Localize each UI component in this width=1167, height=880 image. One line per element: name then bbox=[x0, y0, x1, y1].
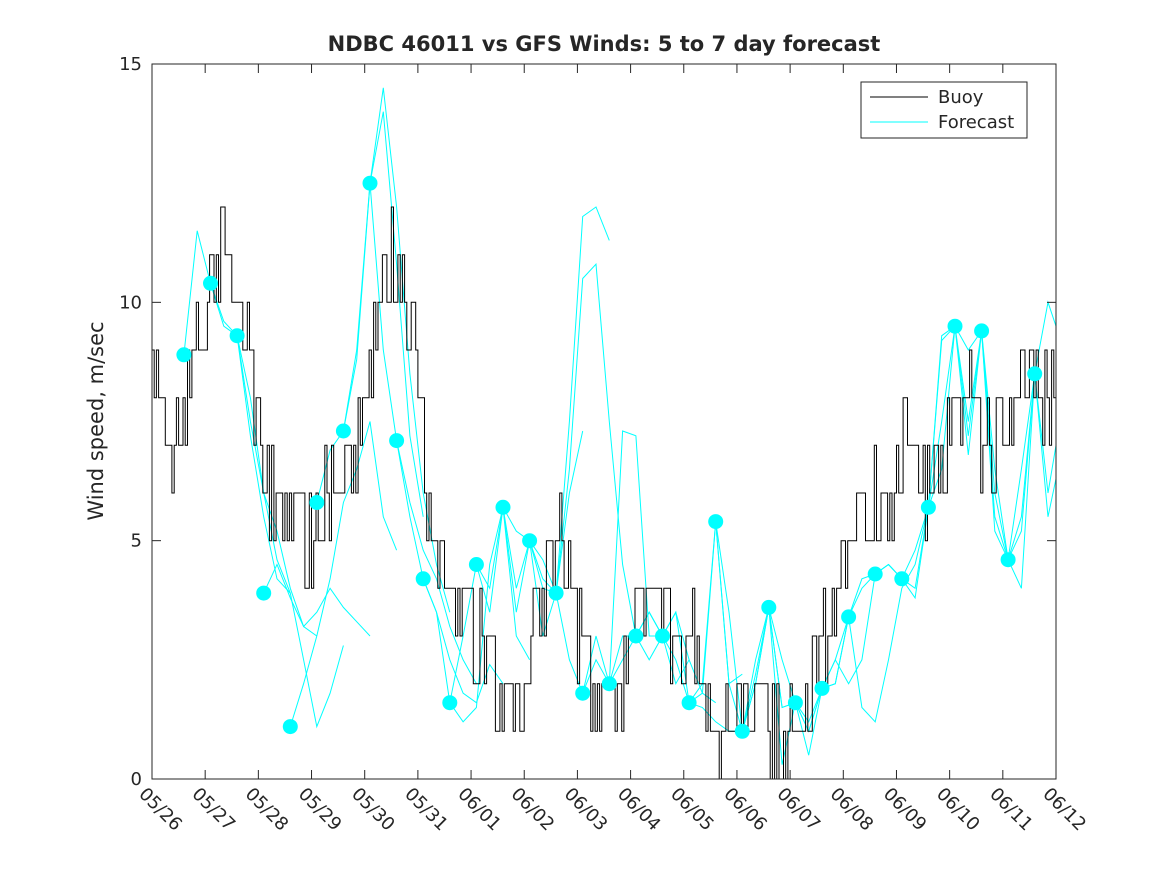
forecast-marker bbox=[894, 571, 910, 587]
forecast-marker bbox=[867, 566, 883, 582]
forecast-marker bbox=[814, 680, 830, 696]
legend-box bbox=[860, 81, 1028, 139]
forecast-line-9 bbox=[396, 440, 504, 704]
forecast-marker bbox=[628, 628, 644, 644]
y-tick-label: 5 bbox=[131, 531, 142, 552]
legend-buoy-label: Buoy bbox=[938, 87, 984, 108]
y-axis-label: Wind speed, m/sec bbox=[84, 321, 108, 520]
forecast-marker bbox=[468, 557, 484, 572]
buoy-line bbox=[152, 206, 1056, 780]
y-tick-label: 0 bbox=[131, 769, 142, 790]
forecast-marker bbox=[335, 423, 351, 439]
forecast-marker bbox=[442, 695, 458, 711]
plot-area bbox=[152, 87, 1057, 780]
forecast-marker bbox=[655, 628, 670, 644]
forecast-marker bbox=[681, 695, 697, 711]
legend-forecast-label: Forecast bbox=[938, 112, 1014, 133]
forecast-marker bbox=[309, 495, 325, 510]
forecast-marker bbox=[229, 328, 245, 344]
forecast-marker bbox=[787, 695, 803, 711]
forecast-marker bbox=[548, 585, 564, 601]
forecast-line-31 bbox=[981, 330, 1057, 589]
y-tick-label: 15 bbox=[119, 54, 142, 75]
legend: Buoy Forecast bbox=[860, 81, 1028, 139]
forecast-marker bbox=[1027, 366, 1043, 382]
forecast-marker bbox=[282, 719, 298, 735]
forecast-marker bbox=[203, 275, 218, 291]
forecast-marker bbox=[734, 723, 750, 739]
forecast-line-8 bbox=[369, 183, 477, 684]
forecast-marker bbox=[947, 318, 963, 334]
forecast-marker bbox=[601, 676, 617, 692]
forecast-line-25 bbox=[821, 507, 929, 723]
chart-title: NDBC 46011 vs GFS Winds: 5 to 7 day fore… bbox=[328, 32, 881, 56]
forecast-marker bbox=[522, 533, 538, 549]
axes-box bbox=[151, 63, 1057, 780]
forecast-marker bbox=[256, 585, 272, 601]
forecast-line-5 bbox=[289, 421, 398, 727]
forecast-marker bbox=[176, 347, 192, 363]
forecast-marker bbox=[389, 433, 405, 449]
forecast-marker bbox=[761, 599, 777, 615]
forecast-marker bbox=[708, 514, 724, 530]
y-tick-label: 10 bbox=[119, 292, 142, 313]
forecast-marker bbox=[362, 175, 378, 191]
forecast-marker bbox=[920, 499, 936, 515]
forecast-marker bbox=[1000, 552, 1016, 568]
forecast-marker bbox=[495, 499, 511, 515]
forecast-marker bbox=[974, 323, 990, 339]
forecast-marker bbox=[415, 571, 431, 587]
forecast-marker bbox=[841, 609, 857, 625]
forecast-line-4 bbox=[263, 563, 371, 637]
forecast-line-10 bbox=[422, 507, 531, 723]
forecast-marker bbox=[575, 685, 591, 701]
